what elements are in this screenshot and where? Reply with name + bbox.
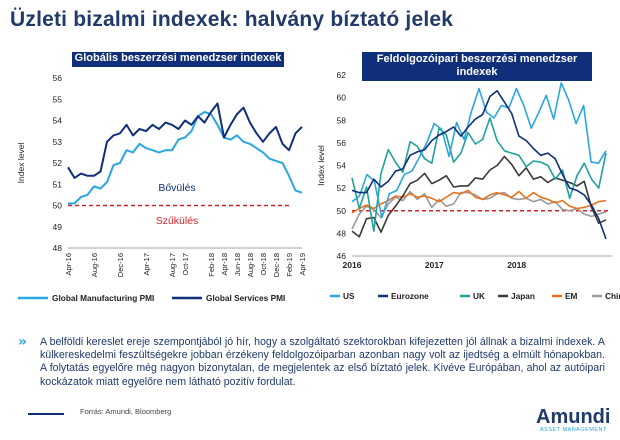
global-pmi-chart: 48 49 50 51 52 53 54 55 56 Index level Apr-16 Aug-1…	[16, 73, 307, 303]
y-tick-label: 51	[53, 179, 63, 189]
y-tick-label: 58	[337, 115, 347, 125]
x-tick-label: Jun-18	[233, 253, 242, 276]
legend-label: US	[343, 291, 355, 301]
series-line-em	[351, 189, 607, 214]
legend-label: UK	[473, 291, 485, 301]
manufacturing-pmi-chart: 46 48 50 52 54 56 58 60 62 Index level 2016 2017 201…	[316, 70, 620, 301]
logo-subtitle: ASSET MANAGEMENT	[540, 427, 607, 433]
commentary-paragraph: A belföldi kereslet ereje szempontjából …	[40, 336, 605, 388]
y-tick-label: 54	[337, 161, 347, 171]
series-line-us	[351, 82, 607, 219]
x-tick-label: Aug-18	[246, 253, 255, 277]
x-tick-label: Apr-19	[298, 253, 307, 276]
source-divider	[28, 413, 64, 415]
x-tick-label: Dec-16	[116, 253, 125, 277]
series-line-eurozone	[351, 89, 607, 240]
y-tick-label: 62	[337, 70, 347, 80]
services-pmi-line	[67, 102, 303, 179]
y-tick-label: 50	[337, 206, 347, 216]
left-chart-title: Globális beszerzési menedzser indexek	[72, 52, 284, 67]
legend-label: China	[605, 291, 620, 301]
right-chart-title: Feldolgozóipari beszerzési menedzser ind…	[362, 52, 592, 81]
x-tick-label: Aug-17	[168, 253, 177, 277]
y-tick-label: 53	[53, 137, 63, 147]
x-tick-label: Apr-18	[220, 253, 229, 276]
source-note: Forrás: Amundi, Bloomberg	[80, 407, 172, 416]
legend-label: Global Services PMI	[206, 293, 285, 303]
y-tick-label: 60	[337, 93, 347, 103]
x-tick-label: Apr-17	[142, 253, 151, 276]
y-axis-label: Index level	[316, 145, 326, 186]
x-tick-label: Apr-16	[64, 253, 73, 276]
y-tick-label: 56	[53, 73, 63, 83]
x-tick-label: Oct-18	[259, 253, 268, 276]
contraction-annotation: Szűkülés	[156, 215, 199, 227]
x-tick-label: 2018	[507, 260, 526, 270]
y-tick-label: 54	[53, 116, 63, 126]
x-tick-label: Dec-18	[272, 253, 281, 277]
y-tick-label: 52	[337, 183, 347, 193]
page-title: Üzleti bizalmi indexek: halvány bíztató …	[10, 8, 454, 31]
logo-wordmark: Amundi	[536, 406, 611, 428]
x-tick-label: Oct-17	[181, 253, 190, 276]
y-tick-label: 48	[53, 243, 63, 253]
y-tick-label: 49	[53, 222, 63, 232]
x-tick-label: 2017	[425, 260, 444, 270]
y-tick-label: 46	[337, 251, 347, 261]
x-tick-label: Feb-18	[207, 253, 216, 277]
legend-label: Global Manufacturing PMI	[52, 293, 154, 303]
series-line-japan	[351, 155, 607, 238]
series-line-uk	[351, 117, 607, 232]
x-tick-label: Aug-16	[90, 253, 99, 277]
x-tick-label: Feb-19	[285, 253, 294, 277]
y-tick-label: 48	[337, 228, 347, 238]
y-tick-label: 56	[337, 138, 347, 148]
legend-label: EM	[565, 291, 578, 301]
y-tick-label: 55	[53, 94, 63, 104]
y-tick-label: 50	[53, 201, 63, 211]
x-tick-label: 2016	[343, 260, 362, 270]
y-axis-label: Index level	[16, 143, 26, 184]
series-line-china	[351, 190, 607, 230]
y-tick-label: 52	[53, 158, 63, 168]
bullet-chevron-icon: »	[18, 334, 28, 350]
expansion-annotation: Bővülés	[158, 182, 195, 194]
amundi-logo: Amundi ASSET MANAGEMENT	[536, 407, 612, 437]
legend-label: Japan	[511, 291, 535, 301]
manufacturing-pmi-line	[68, 111, 303, 205]
legend-label: Eurozone	[391, 291, 429, 301]
